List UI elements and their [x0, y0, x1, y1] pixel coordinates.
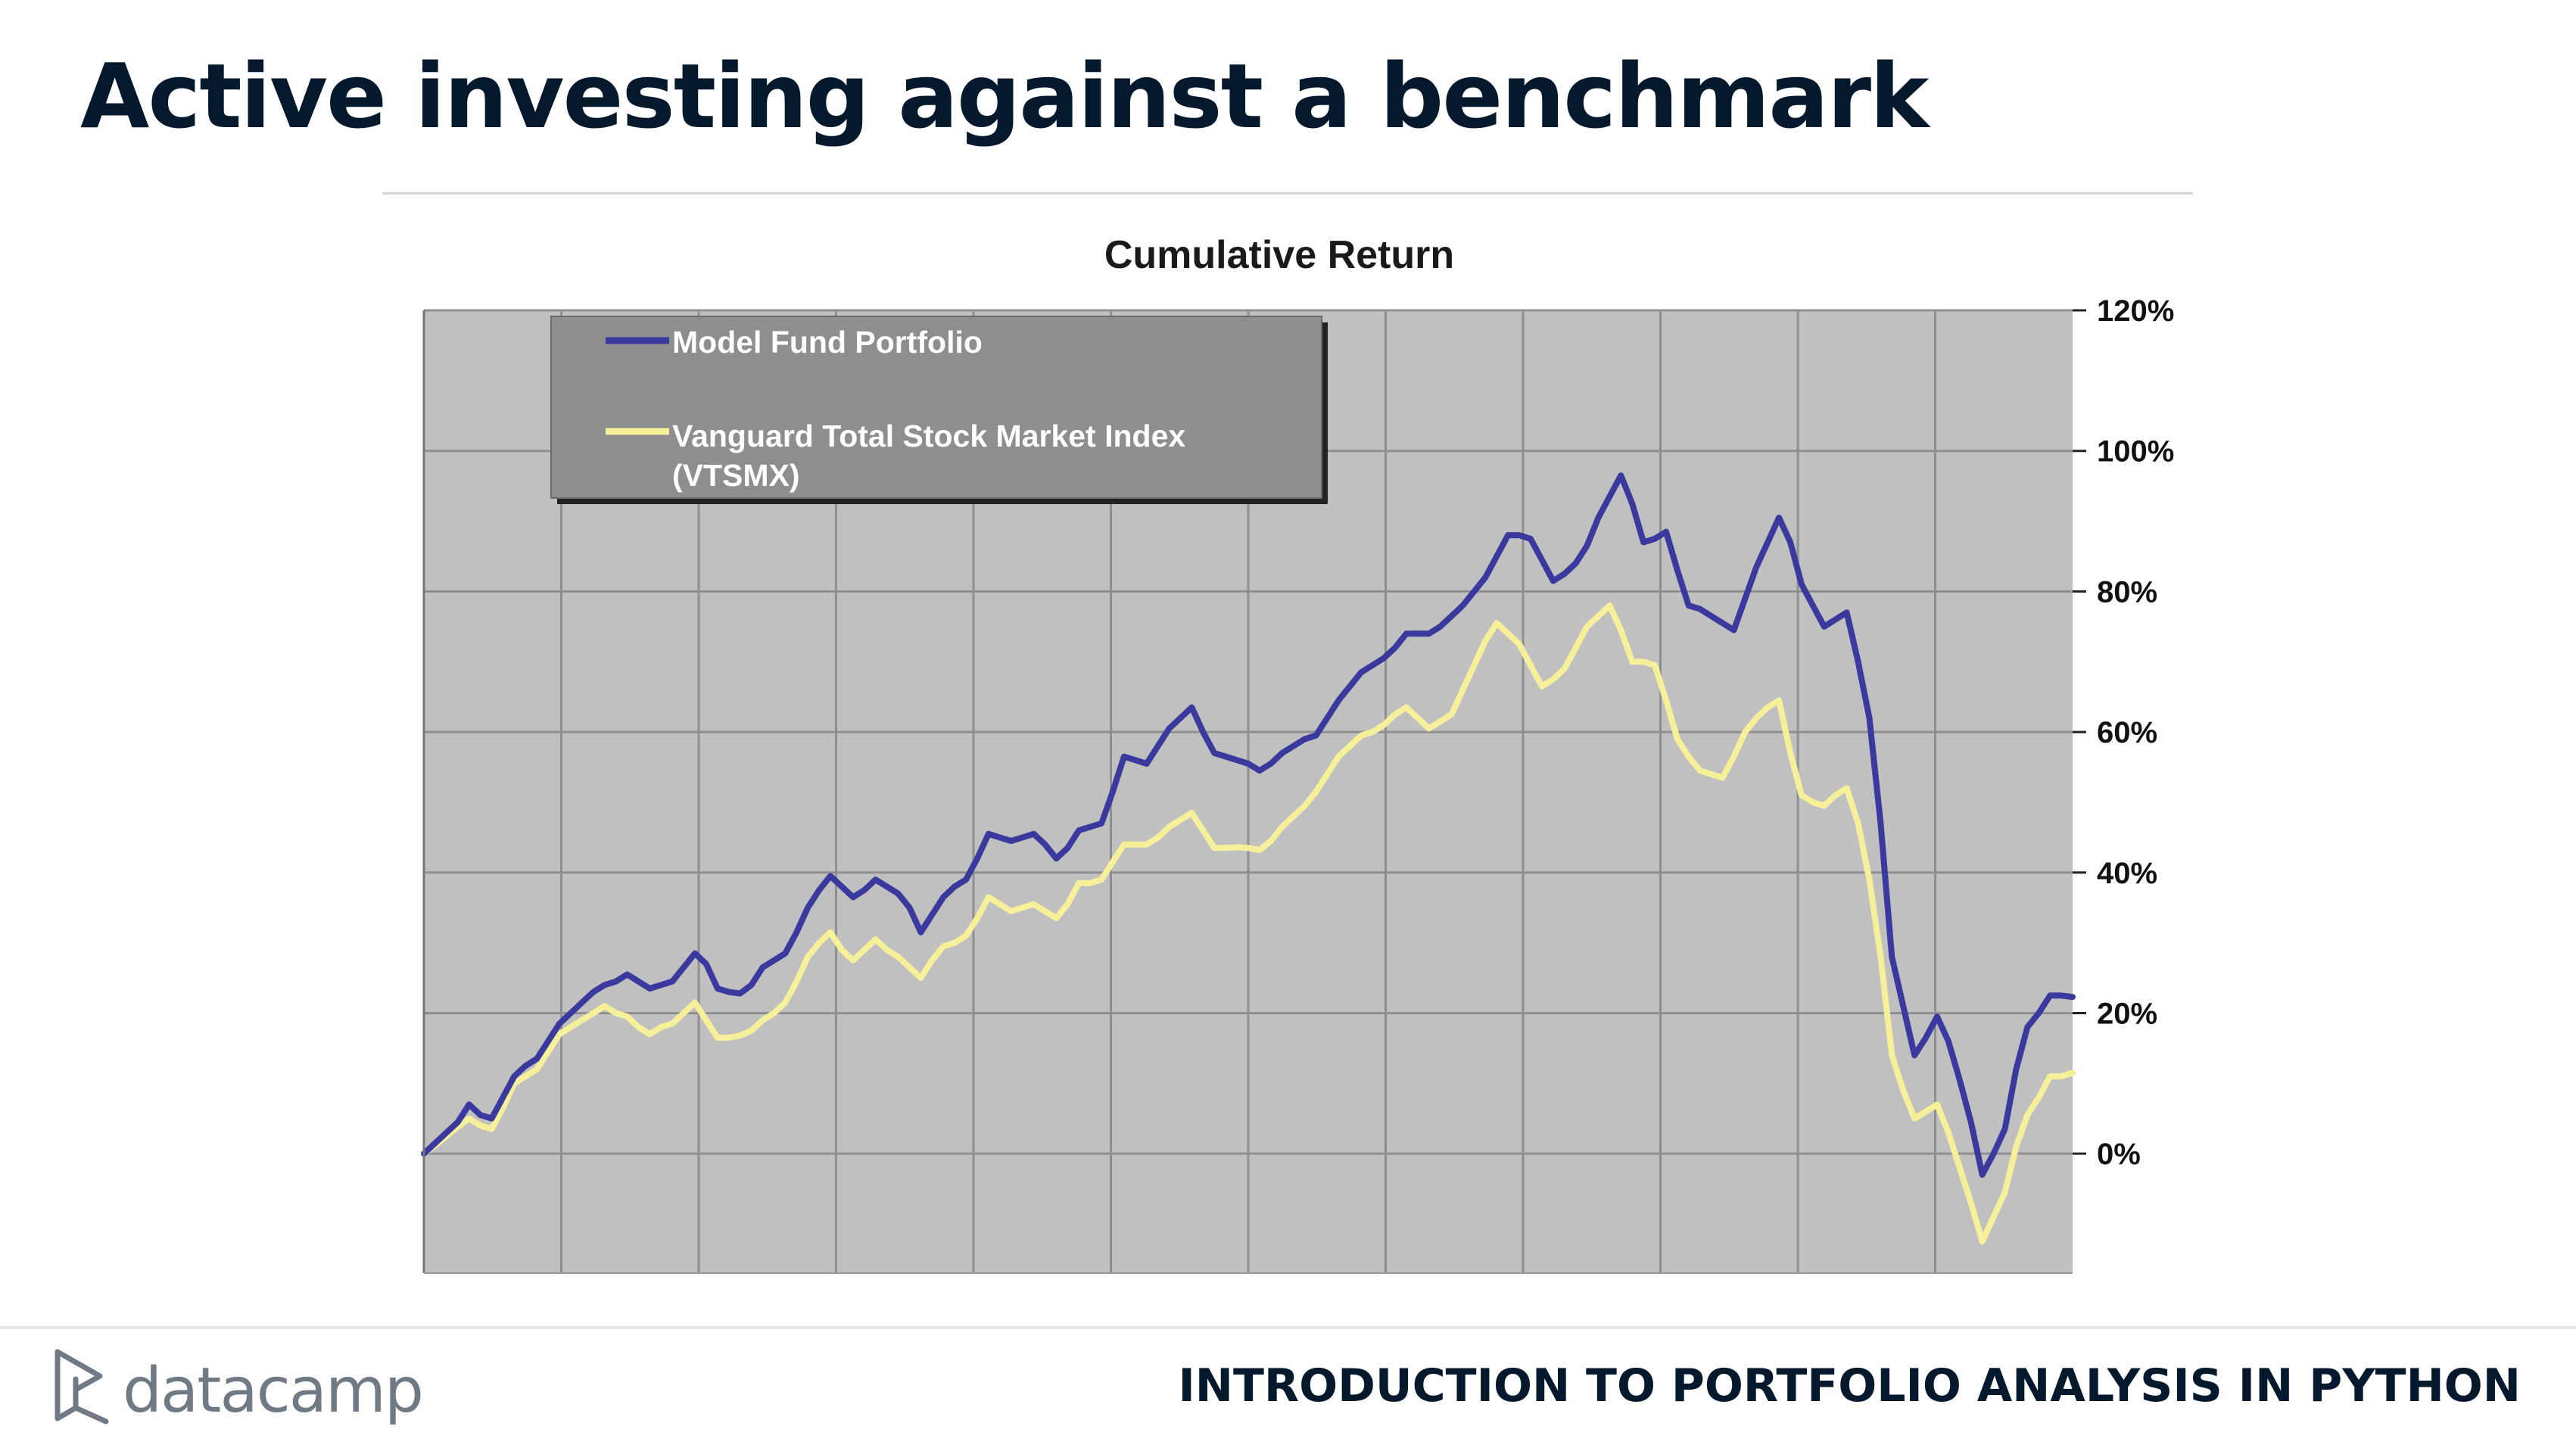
- y-tick-label: 120%: [2097, 294, 2174, 328]
- course-title: INTRODUCTION TO PORTFOLIO ANALYSIS IN PY…: [1178, 1359, 2521, 1412]
- y-tick-label: 40%: [2097, 857, 2157, 890]
- y-axis-ticks: 0% 20% 40% 60% 80% 100% 120%: [2073, 294, 2174, 1171]
- series-line-vanguard: [421, 603, 2076, 1245]
- datacamp-logo-text: datacamp: [123, 1355, 424, 1427]
- footer-divider: [0, 1326, 2576, 1329]
- title-divider: [382, 192, 2193, 195]
- series-lines: [421, 472, 2076, 1245]
- chart-legend: Model Fund Portfolio Vanguard Total Stoc…: [550, 316, 1328, 504]
- y-tick-label: 20%: [2097, 997, 2157, 1030]
- y-tick-label: 0%: [2097, 1138, 2141, 1171]
- legend-label-vanguard: Vanguard Total Stock Market Index (VTSMX): [672, 419, 1185, 493]
- y-tick-label: 80%: [2097, 575, 2157, 609]
- y-tick-label: 100%: [2097, 435, 2174, 469]
- chart-title: Cumulative Return: [1104, 233, 1454, 277]
- y-tick-label: 60%: [2097, 716, 2157, 749]
- legend-label-model-fund: Model Fund Portfolio: [672, 325, 983, 360]
- slide-title: Active investing against a benchmark: [80, 44, 1930, 148]
- datacamp-logo-mark-icon: [55, 1349, 109, 1425]
- legend-box: [550, 316, 1322, 499]
- series-line-model-fund: [421, 472, 2076, 1178]
